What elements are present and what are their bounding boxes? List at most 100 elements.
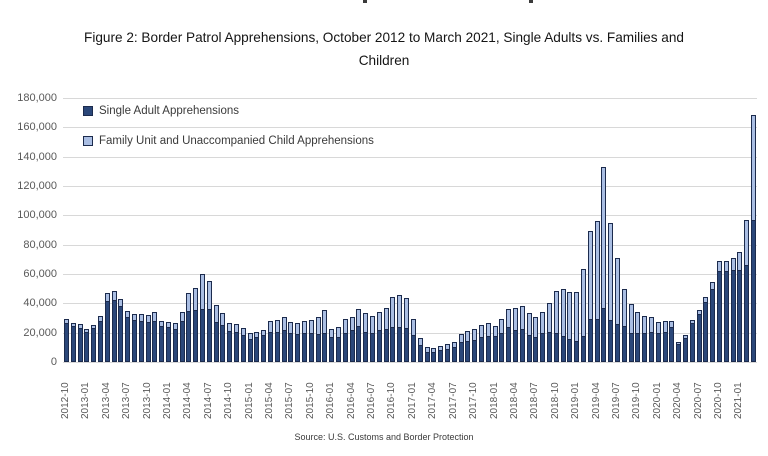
bar-segment-single-adult: [220, 325, 226, 362]
bar-segment-family-child: [165, 321, 171, 328]
y-tick-label: 140,000: [17, 150, 57, 163]
bar-segment-family-child: [356, 309, 362, 328]
bar-segment-family-child: [247, 333, 253, 340]
bar-segment-single-adult: [295, 333, 301, 362]
bar-segment-family-child: [315, 316, 321, 336]
bar-segment-family-child: [621, 288, 627, 328]
x-tick-label: 2017-01: [406, 382, 418, 419]
bar-segment-single-adult: [703, 301, 709, 362]
gridline: [63, 274, 757, 275]
bar-segment-single-adult: [601, 307, 607, 362]
bar-segment-single-adult: [356, 326, 362, 362]
x-tick-label: 2015-10: [304, 382, 316, 419]
bar-segment-single-adult: [145, 321, 151, 362]
bar-segment-family-child: [751, 115, 757, 222]
bar-segment-family-child: [533, 317, 539, 339]
bar-segment-family-child: [363, 313, 369, 333]
bar-segment-family-child: [553, 290, 559, 334]
bar-segment-family-child: [308, 320, 314, 335]
bar-segment-single-adult: [131, 320, 137, 362]
bar-segment-single-adult: [234, 332, 239, 362]
bar-segment-single-adult: [478, 337, 484, 362]
bar-segment-single-adult: [444, 348, 450, 362]
y-tick-label: 80,000: [23, 238, 57, 251]
bar-segment-family-child: [499, 319, 505, 334]
x-tick-label: 2013-07: [121, 382, 133, 419]
bar-segment-family-child: [744, 220, 750, 267]
x-tick-label: 2018-10: [549, 382, 561, 419]
bar-segment-family-child: [689, 320, 695, 325]
x-tick-label: 2016-10: [386, 382, 398, 419]
bar-segment-family-child: [594, 221, 600, 321]
x-tick-label: 2012-10: [59, 382, 71, 419]
bar-segment-family-child: [424, 346, 430, 353]
bar-segment-single-adult: [574, 341, 580, 362]
bar-segment-family-child: [635, 312, 641, 335]
legend-label: Single Adult Apprehensions: [99, 104, 240, 117]
x-tick-label: 2015-04: [264, 382, 276, 419]
y-tick-label: 160,000: [17, 121, 57, 134]
bar-segment-single-adult: [240, 335, 246, 362]
bar-segment-family-child: [478, 325, 484, 339]
bar-segment-single-adult: [723, 271, 729, 362]
bar-segment-family-child: [70, 322, 76, 328]
bar-segment-family-child: [526, 313, 532, 337]
bar-segment-family-child: [410, 319, 416, 337]
legend-swatch-icon: [83, 135, 93, 146]
bar-segment-single-adult: [254, 337, 260, 362]
bar-segment-family-child: [608, 223, 614, 322]
bar-segment-single-adult: [315, 334, 321, 362]
bar-segment-single-adult: [97, 320, 103, 362]
bar-segment-single-adult: [587, 318, 593, 362]
bar-segment-single-adult: [179, 321, 185, 362]
chart-legend: Single Adult Apprehensions Family Unit an…: [83, 104, 374, 164]
bar-segment-single-adult: [560, 335, 566, 362]
bar-segment-family-child: [91, 324, 97, 330]
bar-segment-family-child: [397, 294, 403, 329]
y-tick-label: 180,000: [17, 92, 57, 104]
bar-segment-family-child: [152, 312, 158, 322]
bar-segment-single-adult: [465, 340, 471, 362]
bar-segment-family-child: [342, 319, 348, 335]
bar-segment-family-child: [84, 328, 90, 333]
bar-segment-family-child: [642, 315, 648, 334]
bar-segment-single-adult: [499, 332, 505, 362]
bar-segment-single-adult: [199, 309, 205, 362]
bar-segment-family-child: [431, 348, 437, 354]
bar-segment-single-adult: [247, 338, 253, 362]
bar-segment-single-adult: [322, 333, 328, 362]
bar-segment-family-child: [615, 257, 621, 325]
bar-segment-single-adult: [737, 270, 743, 362]
bar-segment-family-child: [274, 320, 280, 333]
bar-segment-single-adult: [485, 335, 491, 362]
x-tick-label: 2013-04: [100, 382, 112, 419]
bar-segment-single-adult: [662, 331, 668, 362]
bar-segment-single-adult: [152, 320, 158, 362]
bar-segment-family-child: [492, 326, 498, 338]
bar-segment-family-child: [723, 260, 729, 273]
bar-segment-family-child: [125, 311, 131, 319]
x-tick-label: 2020-04: [672, 382, 684, 419]
bar-segment-family-child: [404, 298, 410, 330]
bar-segment-family-child: [669, 320, 675, 328]
bar-segment-single-adult: [342, 333, 348, 362]
bar-segment-family-child: [601, 166, 607, 309]
gridline: [63, 244, 757, 246]
bar-segment-family-child: [329, 329, 335, 339]
x-tick-label: 2019-04: [590, 382, 602, 419]
bar-segment-single-adult: [390, 326, 396, 362]
bar-segment-single-adult: [91, 328, 97, 362]
bar-segment-single-adult: [628, 332, 634, 362]
x-tick-label: 2019-01: [570, 382, 582, 419]
bar-segment-single-adult: [526, 335, 532, 362]
bar-segment-family-child: [254, 331, 260, 339]
bar-segment-family-child: [349, 316, 355, 332]
gridline: [63, 362, 757, 363]
bar-segment-family-child: [206, 280, 212, 310]
bar-segment-single-adult: [717, 271, 723, 362]
chart-title-line1: Figure 2: Border Patrol Apprehensions, O…: [84, 30, 684, 45]
bar-segment-single-adult: [268, 331, 274, 362]
bar-segment-single-adult: [540, 333, 546, 362]
bar-segment-single-adult: [615, 323, 621, 362]
